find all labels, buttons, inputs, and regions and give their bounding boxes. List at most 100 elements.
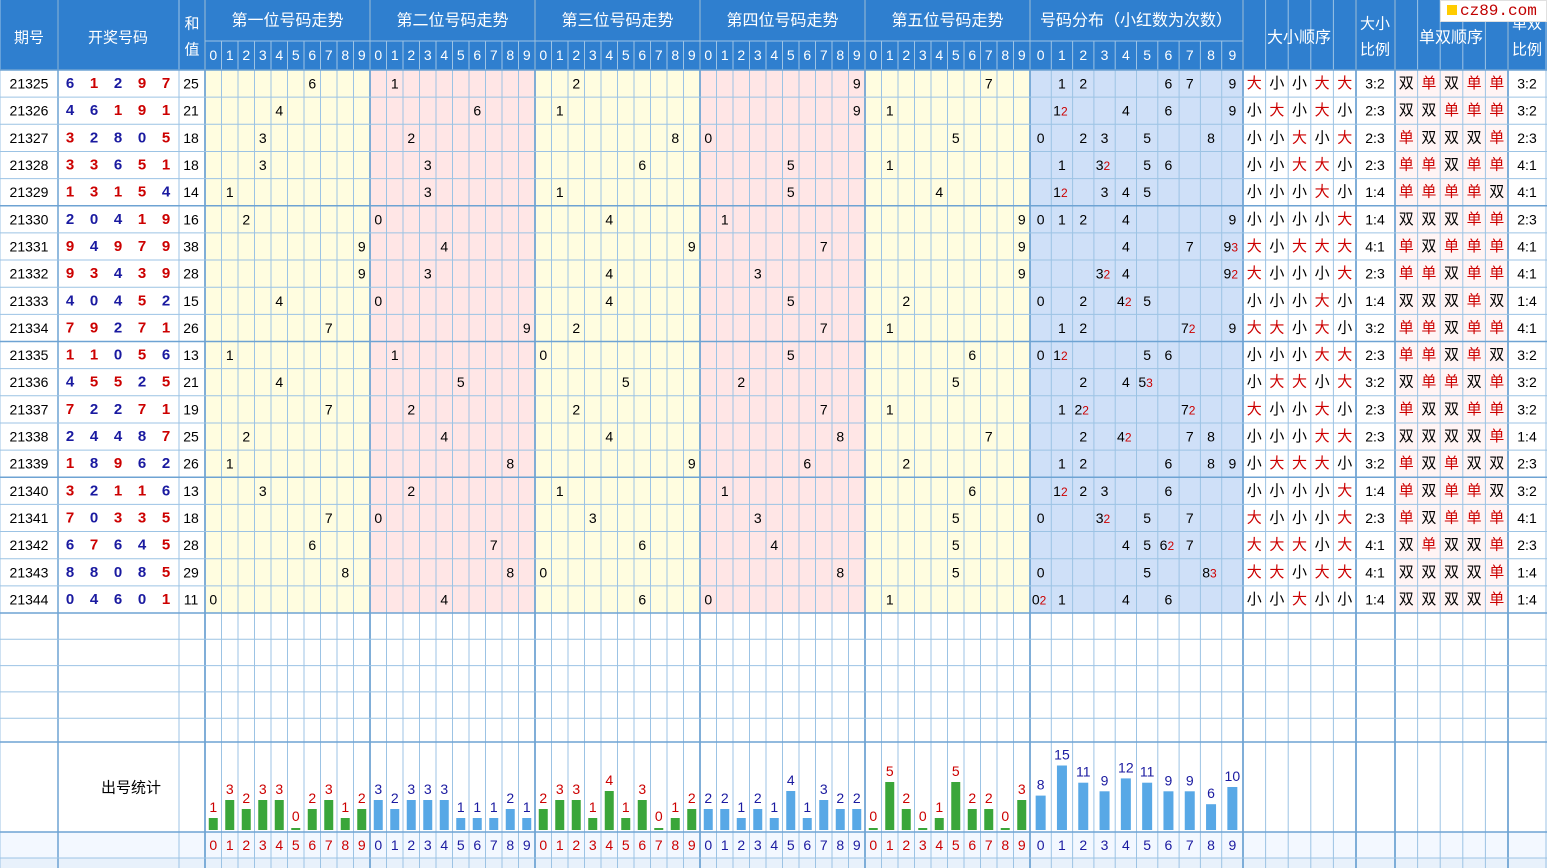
stat-digit: 8 [671, 837, 679, 853]
row-number: 9 [162, 265, 170, 282]
size-ratio: 2:3 [1365, 510, 1385, 526]
distribution-count: 2 [1040, 593, 1047, 607]
distribution-count: 2 [1104, 159, 1111, 173]
stat-value: 5 [952, 763, 960, 779]
row-number: 6 [162, 347, 170, 364]
stat-bar [703, 809, 713, 830]
distribution-count: 2 [1061, 349, 1068, 363]
oddeven-ratio: 1:4 [1517, 429, 1537, 445]
row-number: 7 [66, 509, 74, 526]
position-mark: 7 [820, 238, 828, 254]
row-number: 2 [162, 455, 170, 472]
row-number: 9 [138, 75, 146, 92]
row-sum: 16 [183, 211, 199, 227]
stat-value: 2 [902, 790, 910, 806]
row-number: 9 [66, 265, 74, 282]
row-period: 21339 [10, 456, 49, 472]
oddeven-mark: 双 [1444, 319, 1459, 336]
distribution-mark: 6 [1165, 483, 1173, 499]
oddeven-mark: 双 [1399, 75, 1414, 92]
stat-value: 3 [325, 781, 333, 797]
size-mark: 小 [1292, 319, 1307, 336]
distribution-mark: 0 [1037, 293, 1045, 309]
header-digit: 1 [721, 47, 729, 63]
oddeven-ratio: 4:1 [1517, 157, 1537, 173]
size-mark: 小 [1247, 347, 1262, 364]
size-mark: 小 [1292, 292, 1307, 309]
position-mark: 4 [440, 591, 448, 607]
oddeven-mark: 单 [1467, 157, 1482, 174]
oddeven-ratio: 3:2 [1517, 347, 1537, 363]
stat-value: 9 [1101, 772, 1109, 788]
position-mark: 5 [787, 157, 795, 173]
row-number: 4 [114, 292, 123, 309]
size-ratio: 3:2 [1365, 76, 1385, 92]
oddeven-mark: 单 [1489, 591, 1504, 608]
stat-value: 2 [539, 790, 547, 806]
stat-value: 3 [820, 781, 828, 797]
size-ratio: 4:1 [1365, 238, 1385, 254]
row-number: 5 [162, 537, 170, 554]
stat-bar [1142, 782, 1153, 830]
stat-digit: 3 [424, 837, 432, 853]
size-ratio: 2:3 [1365, 130, 1385, 146]
row-number: 0 [90, 211, 98, 228]
size-mark: 大 [1315, 401, 1330, 418]
stat-value: 2 [688, 790, 696, 806]
oddeven-mark: 双 [1444, 75, 1459, 92]
row-sum: 11 [184, 591, 199, 607]
header-digit: 2 [902, 47, 910, 63]
oddeven-mark: 单 [1421, 374, 1436, 391]
stat-value: 4 [787, 772, 795, 788]
distribution-mark: 4 [1122, 238, 1130, 254]
row-number: 1 [66, 455, 74, 472]
position-mark: 2 [242, 429, 250, 445]
size-ratio: 3:2 [1365, 456, 1385, 472]
row-period: 21327 [10, 130, 49, 146]
position-mark: 5 [622, 374, 630, 390]
position-mark: 1 [886, 320, 894, 336]
position-mark: 8 [506, 456, 514, 472]
site-logo[interactable]: cz89.com [1440, 0, 1547, 22]
size-mark: 小 [1269, 428, 1284, 445]
row-number: 4 [90, 428, 99, 445]
stat-bar [291, 828, 301, 830]
size-mark: 小 [1247, 482, 1262, 499]
size-mark: 大 [1315, 75, 1330, 92]
oddeven-mark: 双 [1421, 102, 1436, 119]
stat-value: 1 [589, 799, 597, 815]
oddeven-mark: 单 [1399, 184, 1414, 201]
oddeven-mark: 单 [1489, 265, 1504, 282]
stat-digit: 4 [440, 837, 448, 853]
oddeven-ratio: 3:2 [1517, 374, 1537, 390]
position-mark: 6 [803, 456, 811, 472]
row-number: 1 [162, 157, 170, 174]
stat-value: 3 [259, 781, 267, 797]
header-digit: 3 [424, 47, 432, 63]
row-number: 8 [90, 455, 98, 472]
stat-value: 3 [275, 781, 283, 797]
size-mark: 大 [1292, 455, 1307, 472]
position-mark: 6 [968, 347, 976, 363]
row-number: 1 [114, 482, 122, 499]
row-number: 2 [114, 401, 122, 418]
stat-digit: 2 [1079, 837, 1087, 853]
row-number: 3 [138, 265, 146, 282]
oddeven-mark: 双 [1421, 482, 1436, 499]
oddeven-ratio: 2:3 [1517, 537, 1537, 553]
stat-bar [340, 818, 350, 830]
size-mark: 大 [1292, 591, 1307, 608]
position-mark: 4 [440, 238, 448, 254]
stat-digit: 5 [292, 837, 300, 853]
distribution-mark: 9 [1228, 103, 1236, 119]
position-mark: 6 [638, 591, 646, 607]
logo-text: cz89.com [1460, 2, 1537, 20]
distribution-mark: 1 [1053, 103, 1061, 119]
distribution-mark: 5 [1143, 293, 1151, 309]
position-mark: 9 [853, 103, 861, 119]
oddeven-mark: 双 [1444, 292, 1459, 309]
distribution-count: 2 [1061, 485, 1068, 499]
position-mark: 3 [259, 157, 267, 173]
oddeven-mark: 单 [1399, 129, 1414, 146]
stat-bar [1099, 791, 1110, 830]
